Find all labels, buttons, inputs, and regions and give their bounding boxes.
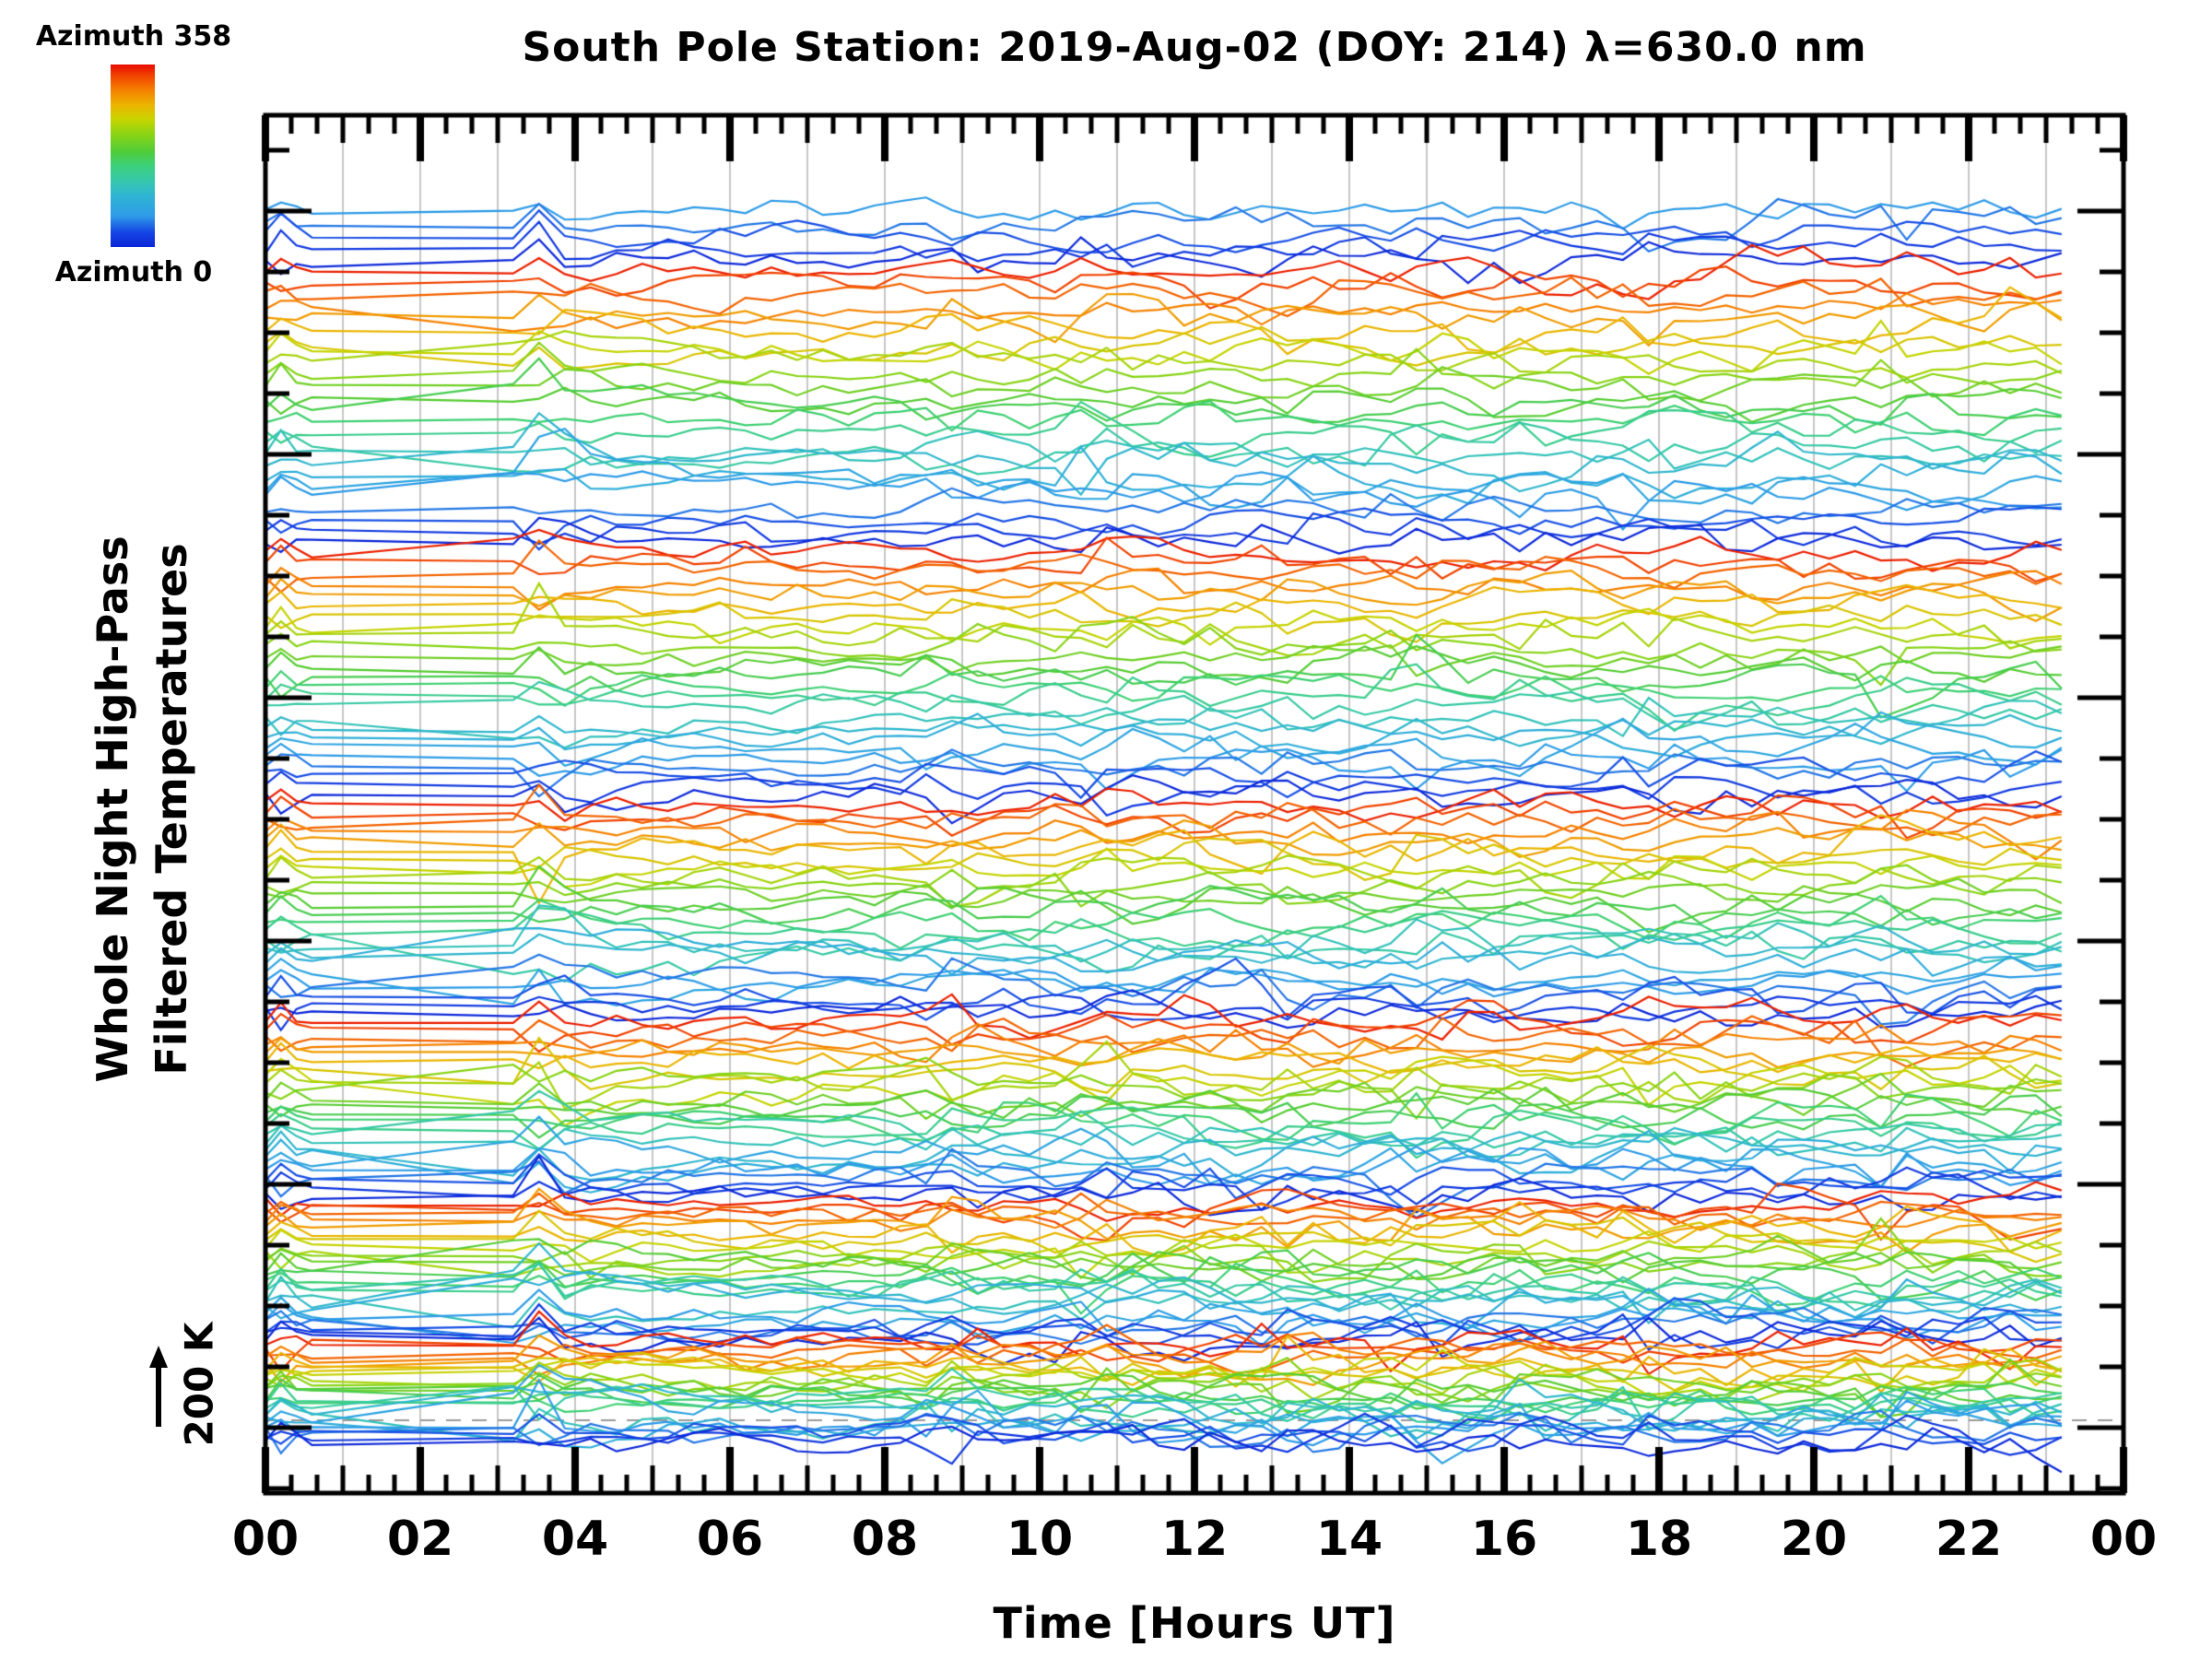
x-tick-label: 12 <box>1160 1512 1229 1567</box>
x-tick-label: 04 <box>541 1512 609 1567</box>
x-tick-label: 20 <box>1780 1512 1848 1567</box>
x-tick-label: 00 <box>231 1512 300 1567</box>
x-tick-label: 14 <box>1315 1512 1383 1567</box>
y-axis-title-line1: Whole Night High-Pass <box>88 535 137 1083</box>
x-tick-label: 10 <box>1006 1512 1074 1567</box>
x-tick-label: 22 <box>1935 1512 2003 1567</box>
scale-bar-label: 200 K <box>176 1322 222 1447</box>
colorbar-bottom-label: Azimuth 0 <box>54 256 213 288</box>
scale-arrow-icon <box>138 1344 179 1436</box>
x-tick-label: 00 <box>2089 1512 2158 1567</box>
colorbar-top-label: Azimuth 358 <box>35 20 232 53</box>
x-tick-label: 02 <box>386 1512 454 1567</box>
y-axis-title-line2: Filtered Temperatures <box>147 543 196 1076</box>
plot-title: South Pole Station: 2019-Aug-02 (DOY: 21… <box>522 24 1867 71</box>
x-tick-label: 18 <box>1625 1512 1693 1567</box>
x-tick-label: 08 <box>851 1512 919 1567</box>
x-axis-title: Time [Hours UT] <box>993 1598 1396 1648</box>
azimuth-colorbar <box>111 65 155 247</box>
x-tick-label: 16 <box>1470 1512 1538 1567</box>
x-tick-label: 06 <box>696 1512 764 1567</box>
